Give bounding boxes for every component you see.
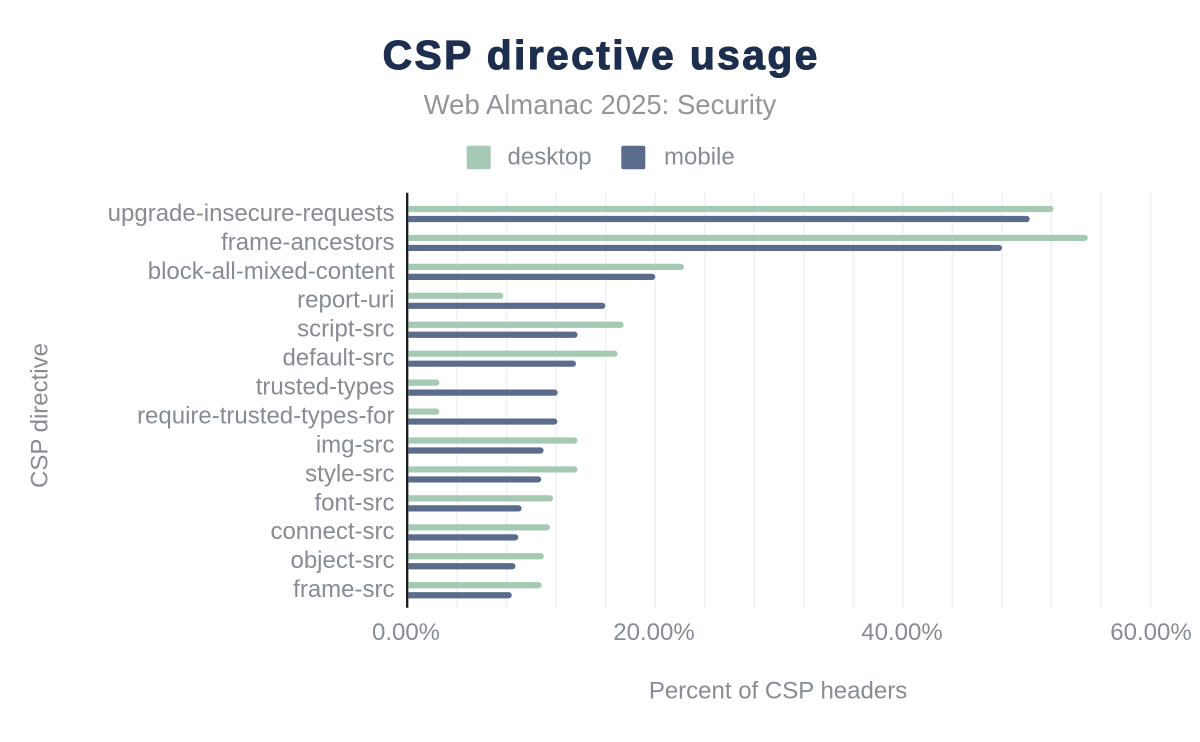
svg-text:img-src: img-src (316, 431, 395, 458)
svg-text:object-src: object-src (290, 547, 394, 574)
svg-text:style-src: style-src (305, 460, 394, 487)
svg-text:upgrade-insecure-requests: upgrade-insecure-requests (108, 200, 395, 227)
svg-text:CSP directive: CSP directive (26, 343, 53, 488)
svg-text:frame-ancestors: frame-ancestors (221, 229, 394, 256)
svg-text:desktop: desktop (508, 144, 592, 171)
svg-text:Web Almanac 2025: Security: Web Almanac 2025: Security (424, 89, 777, 120)
svg-text:script-src: script-src (297, 316, 394, 343)
svg-text:60.00%: 60.00% (1110, 619, 1191, 646)
svg-text:connect-src: connect-src (270, 518, 394, 545)
svg-text:0.00%: 0.00% (372, 619, 440, 646)
svg-text:trusted-types: trusted-types (256, 374, 395, 401)
svg-text:Percent of CSP headers: Percent of CSP headers (649, 677, 907, 704)
svg-text:report-uri: report-uri (297, 287, 394, 314)
svg-text:default-src: default-src (282, 345, 394, 372)
svg-text:40.00%: 40.00% (861, 619, 942, 646)
svg-text:require-trusted-types-for: require-trusted-types-for (137, 402, 394, 429)
svg-text:font-src: font-src (314, 489, 394, 516)
svg-text:CSP directive usage: CSP directive usage (383, 32, 820, 78)
svg-text:frame-src: frame-src (293, 576, 394, 603)
svg-text:20.00%: 20.00% (613, 619, 694, 646)
svg-text:block-all-mixed-content: block-all-mixed-content (148, 258, 395, 285)
svg-text:mobile: mobile (664, 144, 735, 171)
